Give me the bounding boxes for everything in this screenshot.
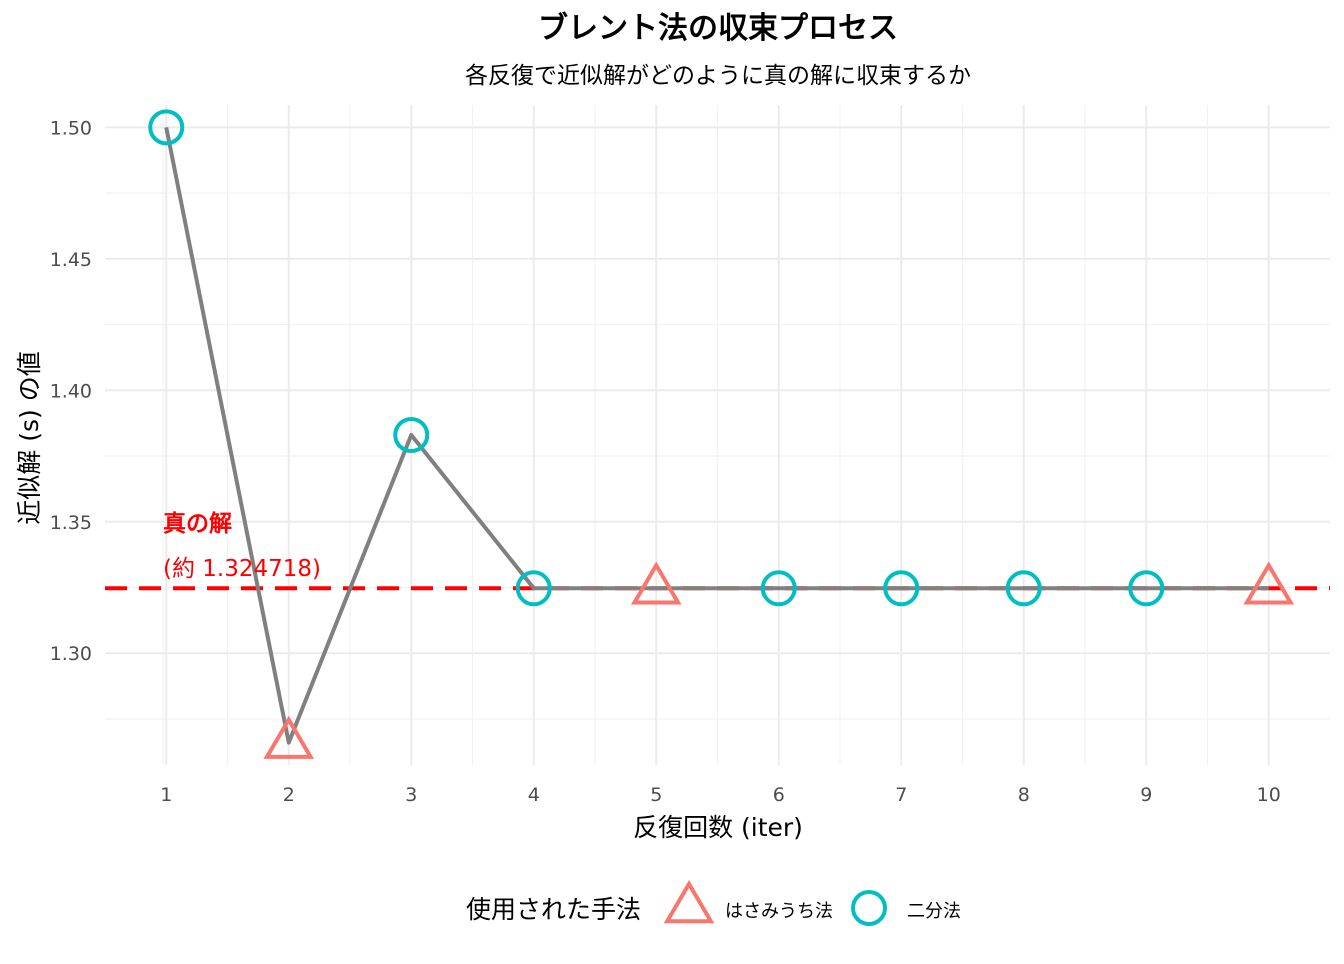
grid <box>105 105 1330 765</box>
data-point-circle <box>1005 570 1042 607</box>
y-axis-label: 近似解 (s) の値 <box>15 351 44 524</box>
legend-key-circle <box>851 890 887 926</box>
x-tick-label: 1 <box>160 784 172 806</box>
data-point-circle <box>883 570 920 607</box>
legend: 使用された手法 はさみうち法 二分法 <box>466 880 961 926</box>
data-point-triangle <box>263 715 315 759</box>
x-tick-label: 8 <box>1018 784 1030 806</box>
x-tick-label: 6 <box>773 784 785 806</box>
y-tick-label: 1.40 <box>50 380 92 402</box>
legend-circle-marker <box>851 890 887 926</box>
x-tick-label: 3 <box>405 784 417 806</box>
data-point-circle <box>515 570 552 607</box>
series-line <box>164 126 1269 745</box>
y-tick-label: 1.45 <box>50 249 92 271</box>
legend-triangle-marker <box>663 880 715 924</box>
data-point-circle <box>1128 570 1165 607</box>
y-tick-label: 1.35 <box>50 512 92 534</box>
x-tick-label: 7 <box>895 784 907 806</box>
y-tick-labels: 1.30 1.35 1.40 1.45 1.50 <box>50 117 92 665</box>
x-tick-label: 2 <box>283 784 295 806</box>
x-tick-label: 9 <box>1140 784 1152 806</box>
x-tick-label: 5 <box>650 784 662 806</box>
data-point-triangle <box>1243 561 1295 605</box>
legend-label-0: はさみうち法 <box>725 901 833 922</box>
data-point-circle <box>760 570 797 607</box>
reference-label-line1: 真の解 <box>163 510 232 537</box>
chart-subtitle: 各反復で近似解がどのように真の解に収束するか <box>465 63 971 89</box>
series-markers <box>148 109 1295 759</box>
x-tick-labels: 1 2 3 4 5 6 7 8 9 10 <box>160 784 1281 806</box>
x-tick-label: 4 <box>528 784 540 806</box>
reference-label-line2: (約 1.324718) <box>163 556 321 582</box>
series-line-group <box>164 126 1269 745</box>
legend-title: 使用された手法 <box>466 895 641 924</box>
data-point-triangle <box>630 561 682 605</box>
data-point-circle <box>393 417 430 453</box>
legend-key-triangle <box>663 880 715 924</box>
x-axis-label: 反復回数 (iter) <box>633 813 803 842</box>
legend-label-1: 二分法 <box>907 901 961 922</box>
y-tick-label: 1.50 <box>50 117 92 139</box>
chart-title: ブレント法の収束プロセス <box>538 11 898 46</box>
data-point-circle <box>148 109 185 146</box>
x-tick-label: 10 <box>1257 784 1281 806</box>
y-tick-label: 1.30 <box>50 643 92 665</box>
